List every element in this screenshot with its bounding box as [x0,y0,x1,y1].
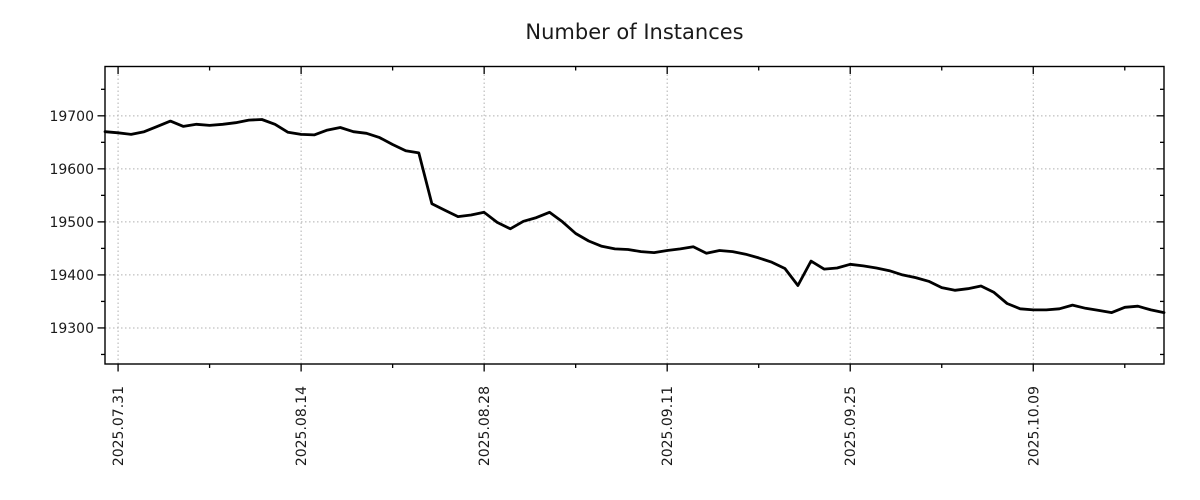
grid [105,66,1164,364]
x-axis-tick-label: 2025.10.09 [1026,386,1042,466]
y-axis-tick-label: 19300 [49,321,94,337]
plot-border [104,65,1165,365]
y-axis-tick-label: 19700 [49,109,94,125]
x-axis-tick-label: 2025.09.11 [660,386,676,466]
y-axis-tick-label: 19600 [49,162,94,178]
x-axis-tick-label: 2025.07.31 [111,386,127,466]
data-line [103,118,1166,315]
axis-ticks [97,66,1164,372]
x-axis-tick-label: 2025.08.28 [477,386,493,466]
x-axis-tick-label: 2025.08.14 [294,386,310,466]
chart-title: Number of Instances [525,20,743,44]
x-axis-tick-label: 2025.09.25 [843,386,859,466]
y-axis-tick-label: 19400 [49,268,94,284]
y-axis-tick-label: 19500 [49,215,94,231]
